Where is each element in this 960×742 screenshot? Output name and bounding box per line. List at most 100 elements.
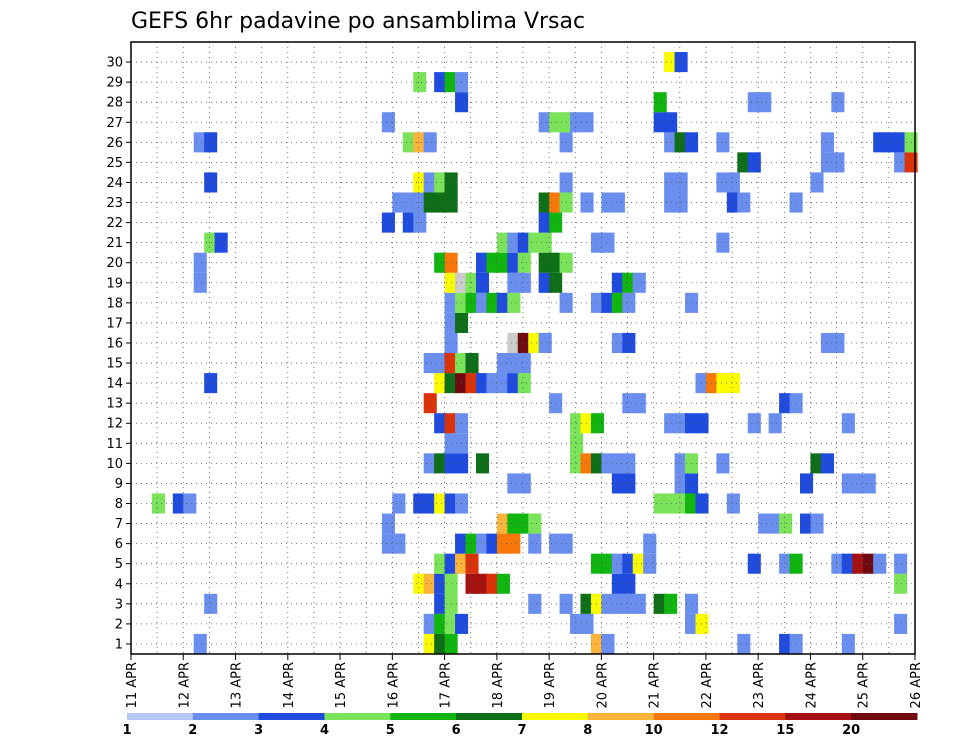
- heatmap-cell: [528, 332, 542, 354]
- heatmap-cell: [434, 493, 448, 514]
- heatmap-cell: [894, 132, 908, 153]
- heatmap-cell: [434, 573, 448, 594]
- heatmap-cell: [413, 573, 427, 594]
- heatmap-cell: [611, 453, 625, 474]
- heatmap-cell: [726, 493, 740, 514]
- heatmap-cell: [611, 292, 625, 313]
- x-tick-label: 22 APR: [700, 662, 715, 708]
- heatmap-cell: [402, 192, 416, 213]
- x-tick-label: 15 APR: [334, 662, 349, 708]
- heatmap-cell: [664, 192, 678, 213]
- heatmap-cell: [590, 553, 605, 574]
- heatmap-cell: [622, 573, 636, 594]
- y-tick-label: 16: [106, 336, 123, 351]
- x-tick-label: 19 APR: [543, 662, 558, 708]
- heatmap-cell: [779, 633, 793, 654]
- heatmap-cell: [538, 192, 552, 213]
- heatmap-cell: [538, 252, 552, 273]
- heatmap-cell: [611, 473, 625, 494]
- heatmap-cell: [601, 553, 615, 574]
- heatmap-cell: [705, 373, 719, 394]
- y-tick-label: 7: [115, 517, 123, 532]
- heatmap-cell: [580, 613, 594, 634]
- heatmap-cell: [517, 473, 531, 494]
- heatmap-cell: [204, 373, 218, 394]
- plot-frame: [130, 41, 916, 655]
- colorbar-label: 1: [122, 723, 131, 738]
- heatmap-cell: [507, 292, 521, 313]
- heatmap-cell: [590, 593, 605, 614]
- heatmap-cell: [580, 453, 594, 474]
- colorbar-swatch: [192, 713, 260, 720]
- heatmap-cell: [496, 292, 510, 313]
- colorbar-label: 2: [188, 723, 197, 738]
- heatmap-cell: [204, 172, 218, 193]
- heatmap-cell: [528, 232, 542, 253]
- heatmap-cell: [653, 112, 667, 133]
- chart-title: GEFS 6hr padavine po ansamblima Vrsac: [131, 9, 585, 34]
- heatmap-cell: [538, 332, 552, 354]
- heatmap-cell: [423, 353, 437, 374]
- heatmap-cell: [695, 413, 709, 434]
- heatmap-cell: [622, 593, 636, 614]
- heatmap-cell: [590, 292, 605, 313]
- colorbar-label: 20: [842, 723, 860, 738]
- heatmap-cell: [434, 353, 448, 374]
- heatmap-cell: [423, 493, 437, 514]
- y-tick-label: 15: [106, 357, 123, 372]
- heatmap-cell: [632, 553, 646, 574]
- grid-lines: [131, 42, 915, 654]
- heatmap-cell: [402, 132, 416, 153]
- heatmap-cell: [392, 192, 406, 213]
- heatmap-cell: [601, 453, 615, 474]
- heatmap-cell: [831, 152, 845, 173]
- y-tick-label: 19: [106, 276, 123, 291]
- y-tick-label: 29: [106, 76, 123, 91]
- heatmap-cell: [622, 393, 636, 414]
- colorbar-swatch: [653, 713, 720, 720]
- heatmap-cell: [810, 453, 824, 474]
- heatmap-cell: [434, 553, 448, 574]
- x-axis-ticks: 11 APR 12 APR 13 APR 14 APR 15 APR 16 APR 17 A…: [125, 654, 924, 708]
- x-tick-label: 20 APR: [595, 662, 610, 708]
- heatmap-cell: [434, 593, 448, 614]
- y-tick-label: 18: [106, 296, 123, 311]
- heatmap-cell: [475, 533, 490, 554]
- heatmap-cell: [632, 272, 646, 293]
- heatmap-cell: [726, 192, 740, 213]
- heatmap-cell: [486, 252, 500, 273]
- heatmap-cell: [151, 493, 165, 514]
- heatmap-cell: [716, 132, 730, 153]
- x-tick-label: 14 APR: [282, 662, 297, 708]
- heatmap-cell: [601, 292, 615, 313]
- colorbar-swatch: [719, 713, 786, 720]
- heatmap-cell: [695, 493, 709, 514]
- heatmap-cell: [423, 192, 437, 213]
- heatmap-cell: [820, 152, 834, 173]
- heatmap-cell: [434, 613, 448, 634]
- heatmap-cell: [549, 252, 563, 273]
- x-tick-label: 25 APR: [857, 662, 872, 708]
- heatmap-cell: [590, 232, 605, 253]
- heatmap-cell: [831, 553, 845, 574]
- heatmap-cell: [716, 172, 730, 193]
- heatmap-cell: [496, 573, 510, 594]
- heatmap-cell: [622, 332, 636, 354]
- x-tick-label: 21 APR: [648, 662, 663, 708]
- heatmap-cell: [496, 373, 510, 394]
- heatmap-cell: [820, 332, 834, 354]
- heatmap-cell: [601, 593, 615, 614]
- heatmap-cell: [193, 633, 207, 654]
- heatmap-cell: [434, 373, 448, 394]
- heatmap-cell: [402, 212, 416, 233]
- heatmap-cell: [465, 292, 479, 313]
- heatmap-cell: [475, 272, 490, 293]
- heatmap-cell: [664, 132, 678, 153]
- heatmap-cell: [643, 533, 657, 554]
- y-tick-label: 13: [106, 397, 123, 412]
- heatmap-cell: [831, 332, 845, 354]
- colorbar-swatch: [324, 713, 391, 720]
- heatmap-cell: [747, 553, 761, 574]
- heatmap-cell: [423, 613, 437, 634]
